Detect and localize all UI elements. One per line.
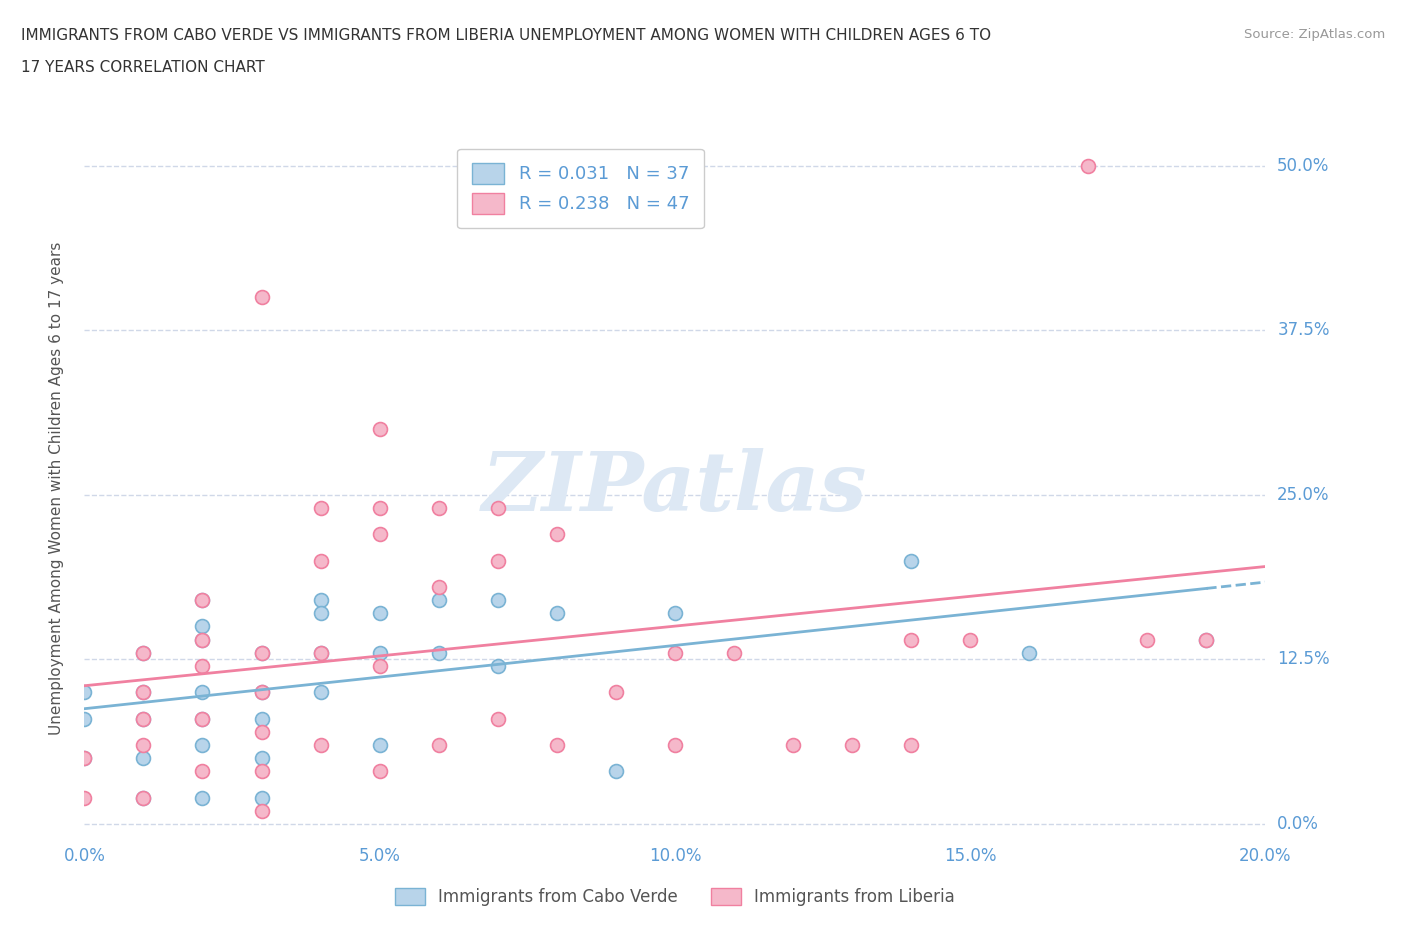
Point — [723, 645, 745, 660]
Point — [250, 764, 273, 778]
Text: IMMIGRANTS FROM CABO VERDE VS IMMIGRANTS FROM LIBERIA UNEMPLOYMENT AMONG WOMEN W: IMMIGRANTS FROM CABO VERDE VS IMMIGRANTS… — [21, 28, 991, 43]
Text: 25.0%: 25.0% — [1277, 485, 1330, 504]
Text: 50.0%: 50.0% — [1277, 157, 1330, 175]
Point — [191, 684, 214, 699]
Point — [309, 553, 332, 568]
Point — [132, 684, 155, 699]
Point — [309, 645, 332, 660]
Point — [191, 790, 214, 805]
Point — [250, 645, 273, 660]
Point — [191, 592, 214, 607]
Point — [250, 711, 273, 726]
Point — [664, 737, 686, 752]
Point — [309, 592, 332, 607]
Point — [605, 764, 627, 778]
Point — [191, 711, 214, 726]
Point — [841, 737, 863, 752]
Y-axis label: Unemployment Among Women with Children Ages 6 to 17 years: Unemployment Among Women with Children A… — [49, 242, 63, 735]
Point — [486, 592, 509, 607]
Point — [73, 751, 96, 765]
Point — [73, 684, 96, 699]
Point — [191, 658, 214, 673]
Point — [368, 645, 391, 660]
Point — [427, 592, 450, 607]
Legend: R = 0.031   N = 37, R = 0.238   N = 47: R = 0.031 N = 37, R = 0.238 N = 47 — [457, 149, 703, 228]
Point — [309, 737, 332, 752]
Point — [664, 645, 686, 660]
Point — [368, 658, 391, 673]
Point — [959, 632, 981, 647]
Text: ZIPatlas: ZIPatlas — [482, 448, 868, 528]
Point — [250, 724, 273, 739]
Point — [782, 737, 804, 752]
Text: 37.5%: 37.5% — [1277, 322, 1330, 339]
Point — [900, 553, 922, 568]
Legend: Immigrants from Cabo Verde, Immigrants from Liberia: Immigrants from Cabo Verde, Immigrants f… — [388, 881, 962, 912]
Point — [664, 605, 686, 620]
Point — [132, 737, 155, 752]
Point — [250, 751, 273, 765]
Point — [486, 500, 509, 515]
Point — [250, 790, 273, 805]
Point — [73, 790, 96, 805]
Text: Source: ZipAtlas.com: Source: ZipAtlas.com — [1244, 28, 1385, 41]
Point — [605, 684, 627, 699]
Point — [368, 764, 391, 778]
Point — [1077, 158, 1099, 173]
Point — [368, 421, 391, 436]
Point — [309, 684, 332, 699]
Point — [132, 711, 155, 726]
Point — [191, 764, 214, 778]
Point — [1136, 632, 1159, 647]
Point — [309, 645, 332, 660]
Point — [900, 737, 922, 752]
Point — [368, 500, 391, 515]
Point — [546, 527, 568, 542]
Point — [427, 579, 450, 594]
Point — [191, 632, 214, 647]
Point — [191, 592, 214, 607]
Point — [132, 790, 155, 805]
Point — [250, 684, 273, 699]
Point — [191, 632, 214, 647]
Point — [250, 290, 273, 305]
Point — [546, 737, 568, 752]
Point — [427, 500, 450, 515]
Text: 17 YEARS CORRELATION CHART: 17 YEARS CORRELATION CHART — [21, 60, 264, 75]
Point — [250, 684, 273, 699]
Point — [132, 684, 155, 699]
Text: 0.0%: 0.0% — [1277, 815, 1319, 833]
Point — [1018, 645, 1040, 660]
Point — [132, 751, 155, 765]
Point — [250, 804, 273, 818]
Point — [368, 605, 391, 620]
Point — [427, 645, 450, 660]
Point — [73, 751, 96, 765]
Point — [73, 711, 96, 726]
Point — [309, 605, 332, 620]
Point — [191, 711, 214, 726]
Point — [191, 619, 214, 634]
Point — [486, 711, 509, 726]
Point — [368, 737, 391, 752]
Point — [309, 500, 332, 515]
Point — [1195, 632, 1218, 647]
Point — [1195, 632, 1218, 647]
Point — [132, 790, 155, 805]
Point — [486, 553, 509, 568]
Point — [250, 645, 273, 660]
Point — [191, 737, 214, 752]
Point — [900, 632, 922, 647]
Point — [427, 737, 450, 752]
Point — [132, 711, 155, 726]
Point — [486, 658, 509, 673]
Point — [132, 645, 155, 660]
Point — [132, 645, 155, 660]
Text: 12.5%: 12.5% — [1277, 650, 1330, 669]
Point — [546, 605, 568, 620]
Point — [368, 527, 391, 542]
